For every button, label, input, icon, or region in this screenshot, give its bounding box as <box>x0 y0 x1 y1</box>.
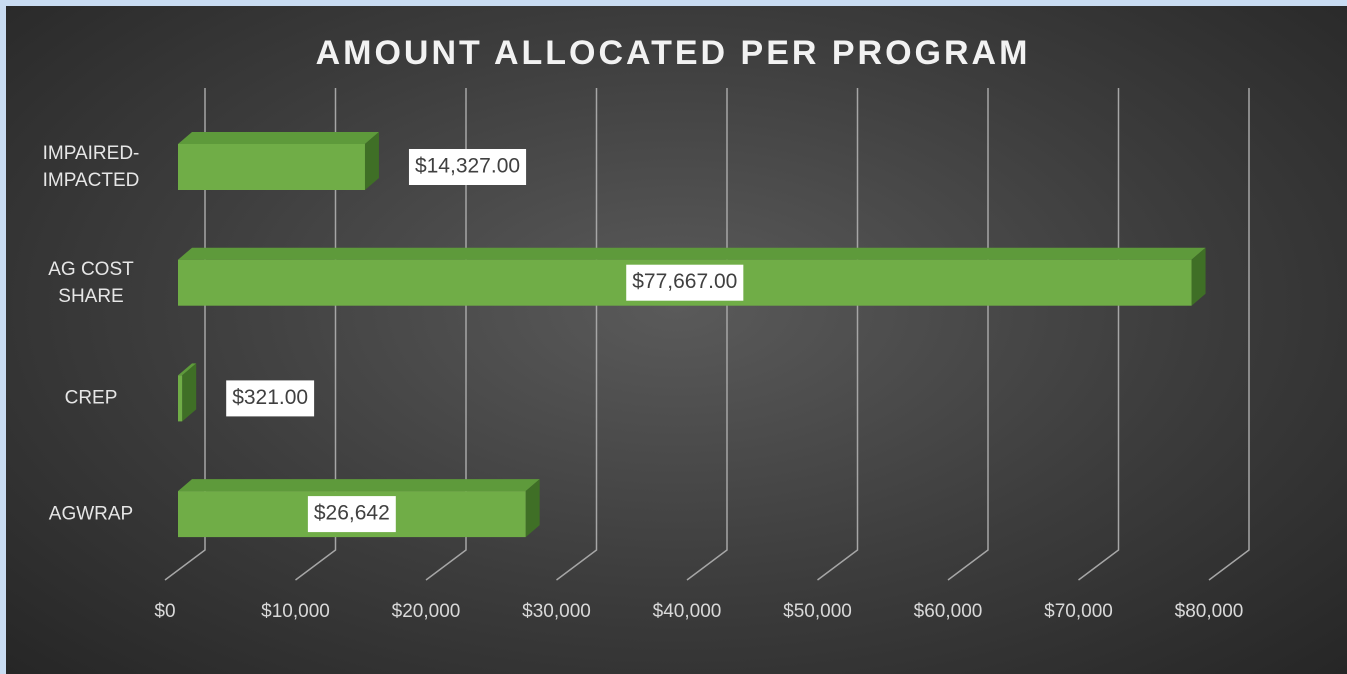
grid-line <box>817 88 859 581</box>
bar-side <box>525 479 540 538</box>
bar-front <box>178 375 183 422</box>
grid-line <box>164 88 206 581</box>
x-tick-label: $10,000 <box>261 601 330 622</box>
grid-line <box>556 88 598 581</box>
bar-top <box>178 247 1206 260</box>
bar <box>178 132 379 190</box>
data-label: $77,667.00 <box>632 270 737 293</box>
grid-line <box>1208 88 1250 581</box>
x-tick-label: $30,000 <box>522 601 591 622</box>
bar-side <box>1191 247 1206 306</box>
grid-line <box>686 88 728 581</box>
data-label-box <box>307 496 396 533</box>
bar-top <box>178 132 379 144</box>
x-tick-label: $80,000 <box>1175 601 1244 622</box>
grid-line <box>295 88 337 581</box>
x-tick-label: $60,000 <box>914 601 983 622</box>
x-tick-label: $0 <box>154 601 175 622</box>
grid-line <box>947 88 989 581</box>
y-tick-label: CREP <box>64 387 118 409</box>
bar <box>178 363 197 422</box>
bar-side <box>364 132 379 190</box>
bar-top <box>178 479 540 492</box>
x-tick-label: $70,000 <box>1044 601 1113 622</box>
x-tick-label: $40,000 <box>653 601 722 622</box>
bar-side <box>182 363 197 422</box>
data-label: $321.00 <box>232 386 308 409</box>
x-tick-label: $50,000 <box>783 601 852 622</box>
chart-background <box>6 6 1347 674</box>
grid-line <box>1078 88 1120 581</box>
y-tick-label: AGWRAP <box>48 503 134 525</box>
x-tick-label: $20,000 <box>392 601 461 622</box>
y-tick-label: AG COST SHARE <box>48 258 134 307</box>
data-label-box <box>226 380 315 417</box>
bar-top <box>178 363 197 376</box>
grid-line <box>425 88 467 581</box>
data-label: $14,327.00 <box>415 155 520 178</box>
data-label-box <box>626 264 744 301</box>
bar-front <box>178 144 365 190</box>
chart-title: AMOUNT ALLOCATED PER PROGRAM <box>316 34 1031 72</box>
data-label-box <box>408 149 527 185</box>
data-label: $26,642 <box>314 502 390 525</box>
y-tick-label: IMPAIRED-IMPACTED <box>42 143 140 191</box>
